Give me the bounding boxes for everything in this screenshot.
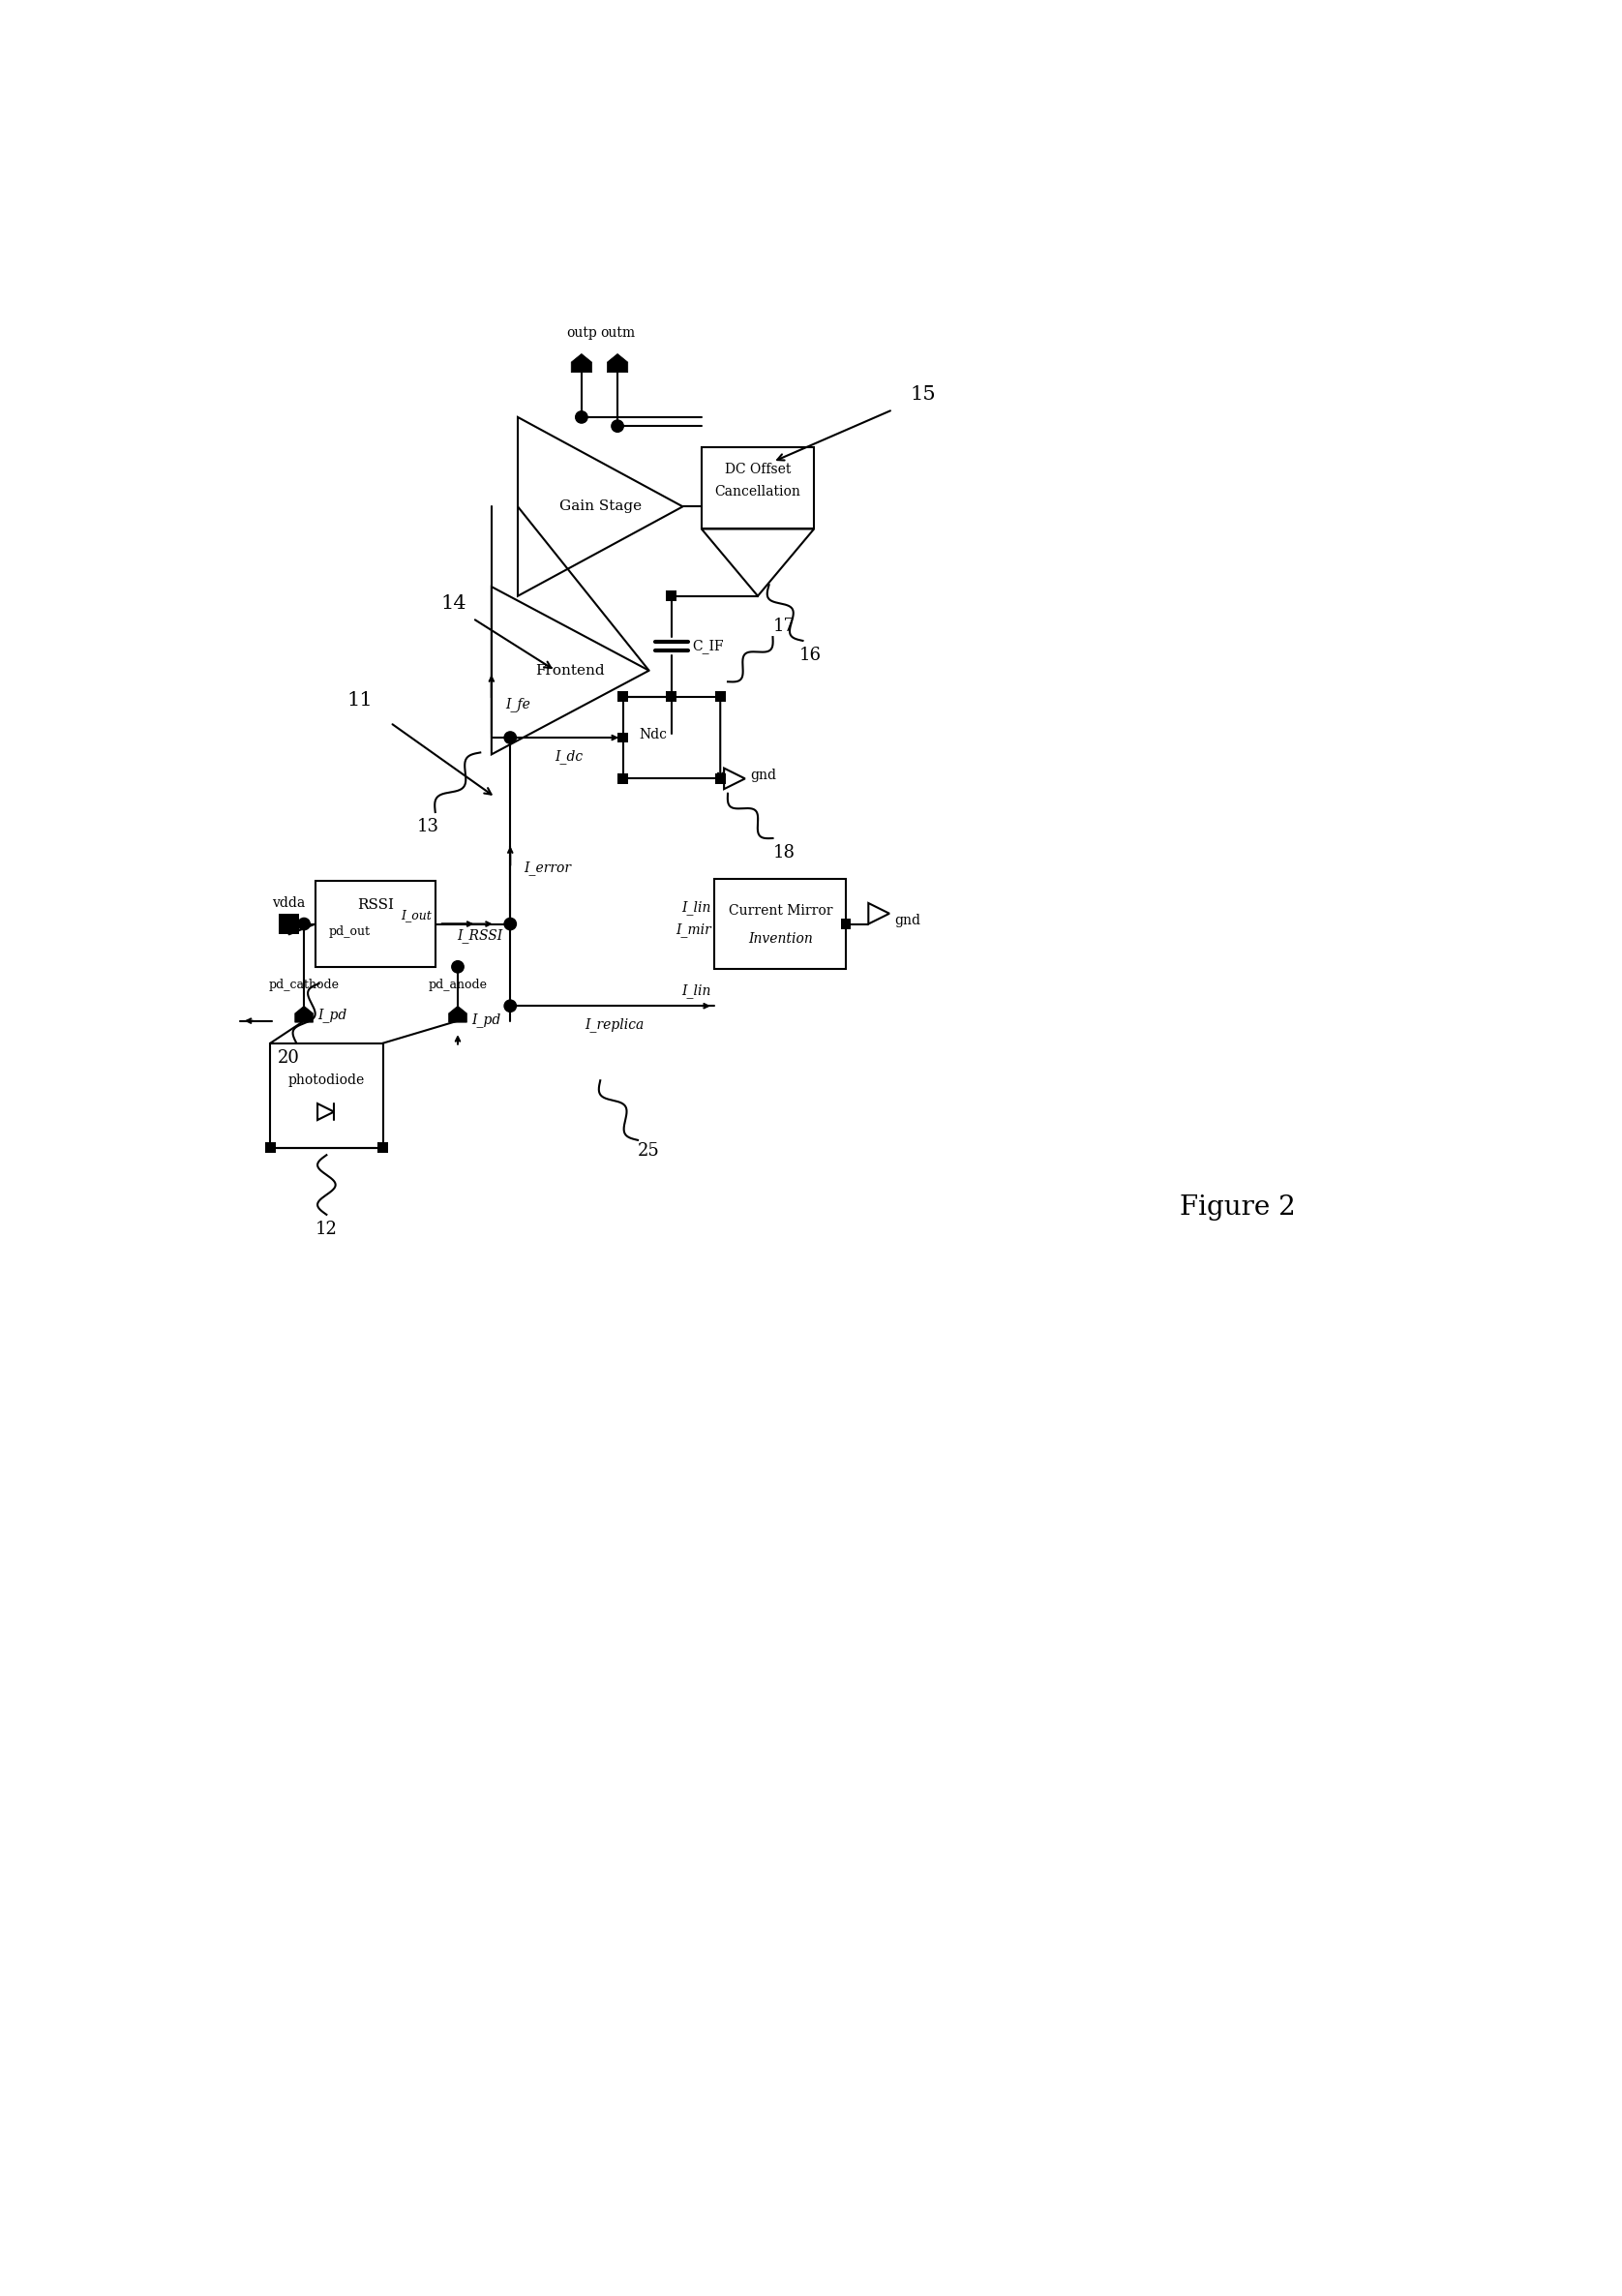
Text: Ndc: Ndc <box>639 728 667 742</box>
Bar <box>315 882 435 967</box>
Text: I_fe: I_fe <box>504 698 530 712</box>
Text: 14: 14 <box>441 595 467 613</box>
Polygon shape <box>607 354 628 372</box>
Text: I_replica: I_replica <box>584 1017 644 1033</box>
Bar <box>840 918 852 930</box>
Text: 12: 12 <box>315 1221 337 1238</box>
Circle shape <box>576 411 587 422</box>
Text: I_mir: I_mir <box>675 923 710 937</box>
Bar <box>715 691 725 703</box>
Circle shape <box>504 1001 516 1013</box>
Text: I_pd: I_pd <box>318 1008 347 1022</box>
Text: pd_out: pd_out <box>329 925 370 937</box>
Circle shape <box>504 732 516 744</box>
Text: I_lin: I_lin <box>681 900 710 914</box>
Bar <box>618 691 628 703</box>
Text: 15: 15 <box>910 386 936 404</box>
Text: I_pd: I_pd <box>472 1013 501 1026</box>
Polygon shape <box>279 914 300 934</box>
Circle shape <box>611 420 623 432</box>
Bar <box>715 879 847 969</box>
Text: gnd: gnd <box>895 914 921 928</box>
Text: Frontend: Frontend <box>535 664 605 677</box>
Polygon shape <box>449 1006 467 1022</box>
Text: 17: 17 <box>774 618 795 634</box>
Text: Figure 2: Figure 2 <box>1179 1194 1296 1219</box>
Text: Gain Stage: Gain Stage <box>560 501 641 514</box>
Bar <box>702 448 814 528</box>
Polygon shape <box>571 354 592 372</box>
Text: photodiode: photodiode <box>289 1075 365 1088</box>
Text: I_error: I_error <box>524 861 571 875</box>
Text: outm: outm <box>600 326 634 340</box>
Text: Current Mirror: Current Mirror <box>728 905 832 918</box>
Text: I_dc: I_dc <box>555 748 582 765</box>
Text: pd_anode: pd_anode <box>428 978 487 992</box>
Bar <box>618 732 628 744</box>
Text: I_RSSI: I_RSSI <box>457 928 503 944</box>
Circle shape <box>453 960 464 974</box>
Text: 20: 20 <box>277 1049 300 1068</box>
Bar <box>715 774 725 783</box>
Text: Cancellation: Cancellation <box>715 484 801 498</box>
Bar <box>264 1143 276 1153</box>
Text: 25: 25 <box>637 1143 660 1159</box>
Text: pd_cathode: pd_cathode <box>269 978 339 992</box>
Text: gnd: gnd <box>751 769 777 781</box>
Text: 18: 18 <box>774 845 795 861</box>
Text: C_IF: C_IF <box>693 638 723 654</box>
Text: I_lin: I_lin <box>681 985 710 999</box>
Text: 11: 11 <box>347 691 373 709</box>
Circle shape <box>298 918 310 930</box>
Text: RSSI: RSSI <box>357 898 394 912</box>
Text: outp: outp <box>566 326 597 340</box>
Bar <box>667 590 676 602</box>
Bar <box>618 774 628 783</box>
Text: Invention: Invention <box>748 932 813 946</box>
Text: 13: 13 <box>417 817 440 836</box>
Polygon shape <box>295 1006 313 1022</box>
Circle shape <box>504 918 516 930</box>
Text: I_out: I_out <box>401 909 431 921</box>
Bar <box>378 1143 388 1153</box>
Bar <box>271 1042 383 1148</box>
Text: 16: 16 <box>800 647 821 664</box>
Bar <box>667 691 676 703</box>
Text: DC Offset: DC Offset <box>725 461 792 475</box>
Text: vdda: vdda <box>272 895 305 909</box>
